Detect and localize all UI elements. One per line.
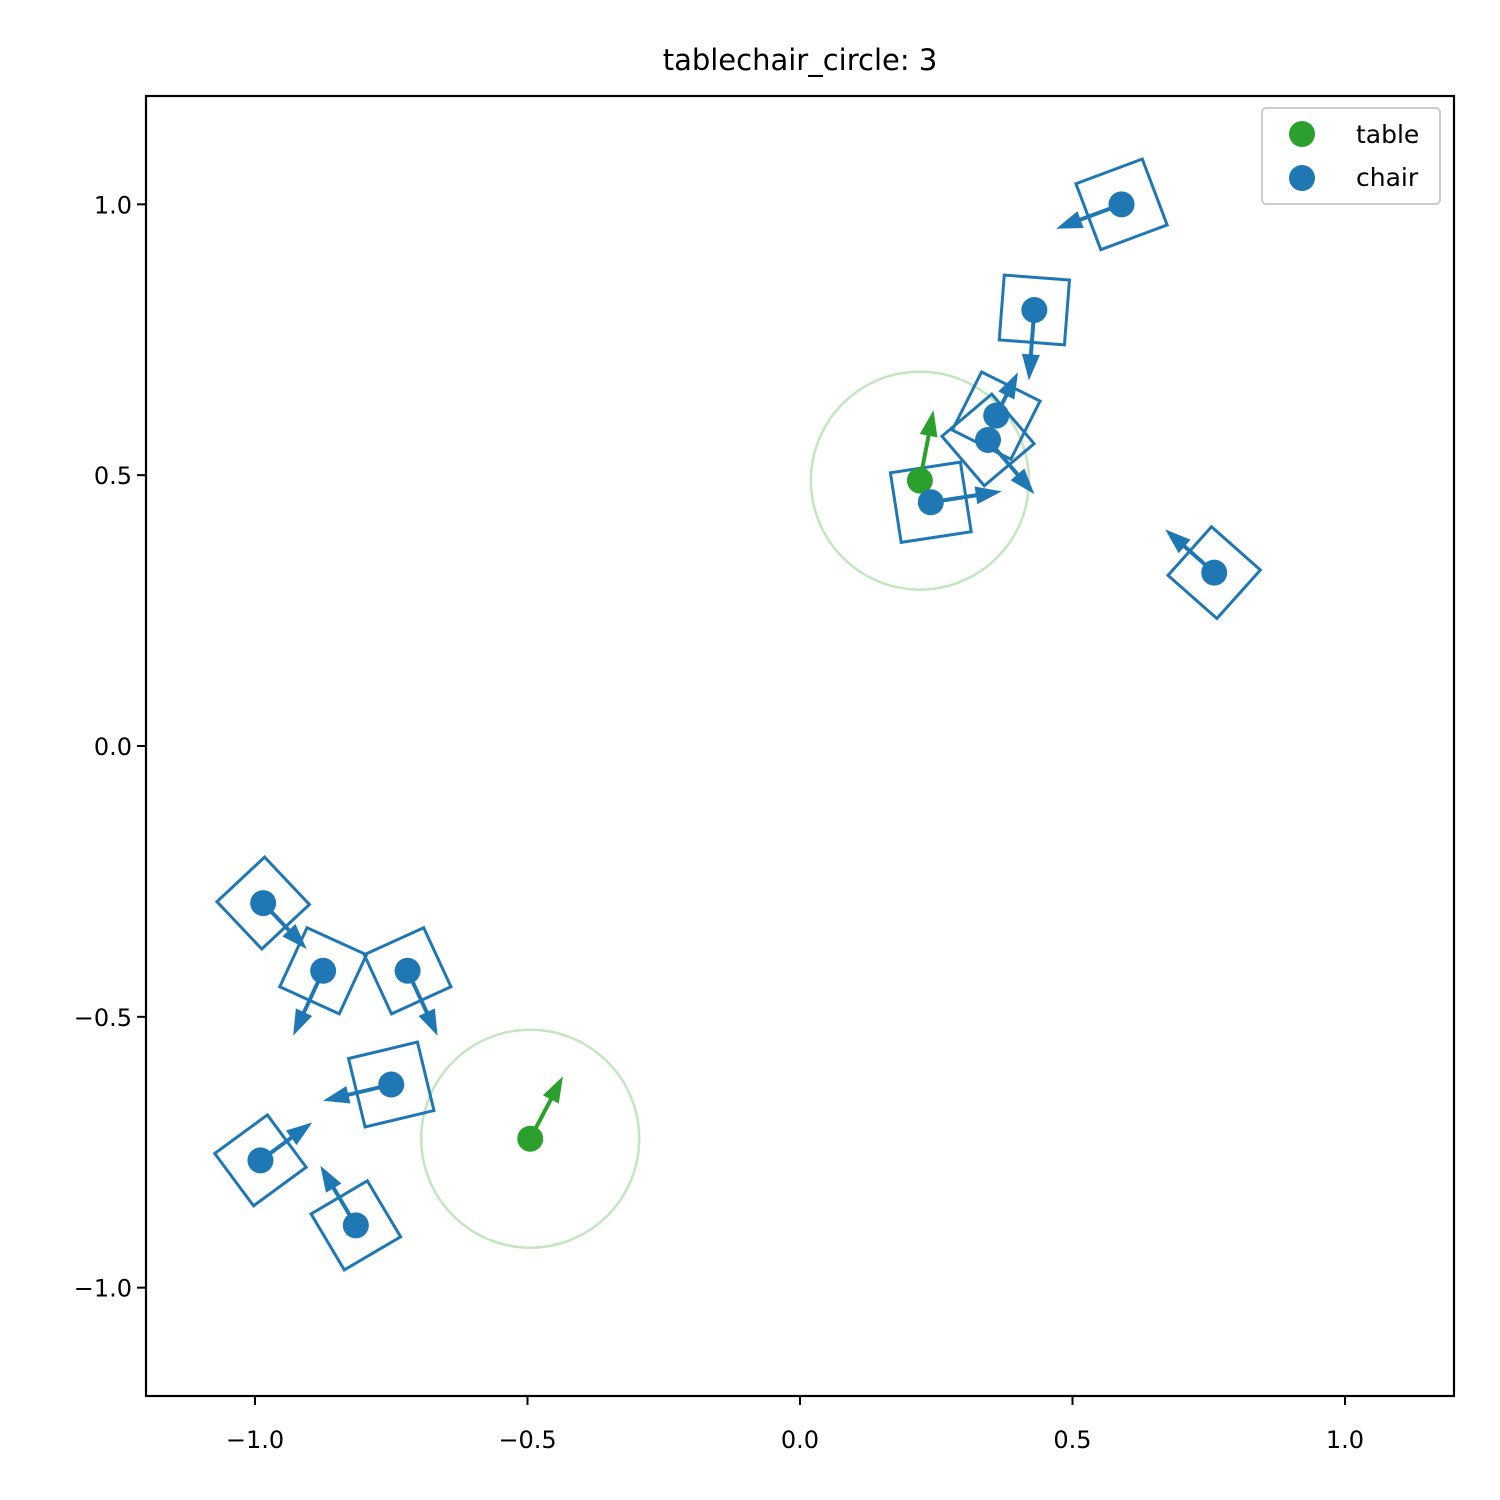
table-direction-arrow-head: [919, 410, 938, 438]
chair-footprint: [212, 1112, 309, 1208]
legend: table chair: [1261, 107, 1441, 205]
y-tick-label: −1.0: [74, 1275, 132, 1303]
table-direction-arrow-head: [542, 1076, 563, 1104]
x-tick-label: −1.0: [226, 1426, 284, 1454]
y-tick-label: 1.0: [94, 191, 132, 219]
chair-footprint: [950, 369, 1043, 462]
chair-footprint: [277, 925, 369, 1016]
x-tick-label: 1.0: [1326, 1426, 1364, 1454]
y-tick-label: −0.5: [74, 1004, 132, 1032]
table-point: [906, 467, 933, 494]
chair-direction-arrow-head: [418, 1008, 438, 1036]
chair-direction-arrow-head: [1021, 353, 1040, 381]
chair-point: [247, 1147, 274, 1174]
chair-point: [342, 1212, 369, 1239]
chair-direction-arrow-head: [1165, 529, 1191, 554]
chair-direction-arrow-head: [320, 1165, 342, 1193]
x-tick-label: 0.5: [1053, 1426, 1091, 1454]
legend-marker-table: [1289, 121, 1315, 147]
chair-footprint: [1165, 524, 1263, 621]
chair-footprint: [997, 273, 1072, 347]
chair-point: [310, 957, 337, 984]
chart-title: tablechair_circle: 3: [663, 43, 938, 77]
chair-point: [378, 1071, 405, 1098]
table-point: [517, 1125, 544, 1152]
chair-footprint: [346, 1040, 436, 1129]
legend-label-chair: chair: [1356, 163, 1419, 192]
chair-point: [1021, 296, 1048, 323]
chair-direction-arrow-head: [998, 372, 1018, 400]
legend-label-table: table: [1356, 120, 1419, 149]
y-tick-label: 0.5: [94, 462, 132, 490]
chair-direction-arrow-head: [285, 1122, 313, 1146]
chair-point: [917, 489, 944, 516]
plot-area: [212, 157, 1263, 1272]
chair-direction-arrow-head: [1056, 211, 1084, 229]
axis-ticks: −1.0 −0.5 0.0 0.5 1.0 −1.0 −0.5 0.0 0.5 1.0: [74, 191, 1364, 1454]
y-tick-label: 0.0: [94, 733, 132, 761]
x-tick-label: −0.5: [498, 1426, 556, 1454]
x-tick-label: 0.0: [781, 1426, 819, 1454]
chair-direction-arrow-head: [323, 1086, 351, 1104]
chair-point: [250, 890, 277, 917]
chair-footprint: [362, 925, 453, 1016]
chair-direction-arrow-head: [293, 1008, 313, 1036]
plot-frame: [144, 94, 1456, 1398]
chair-direction-arrow-head: [1010, 468, 1035, 495]
chair-footprint: [1074, 157, 1170, 252]
chair-point: [975, 426, 1002, 453]
chair-point: [1108, 191, 1135, 218]
table-footprint-circle: [419, 1028, 641, 1249]
chair-point: [983, 402, 1010, 429]
chair-direction-arrow-head: [282, 924, 307, 950]
chair-point: [394, 957, 421, 984]
chair-direction-arrow-head: [974, 486, 1002, 505]
legend-marker-chair: [1289, 165, 1315, 191]
chair-footprint: [308, 1178, 403, 1272]
chair-footprint: [214, 855, 312, 952]
chair-point: [1201, 559, 1228, 586]
